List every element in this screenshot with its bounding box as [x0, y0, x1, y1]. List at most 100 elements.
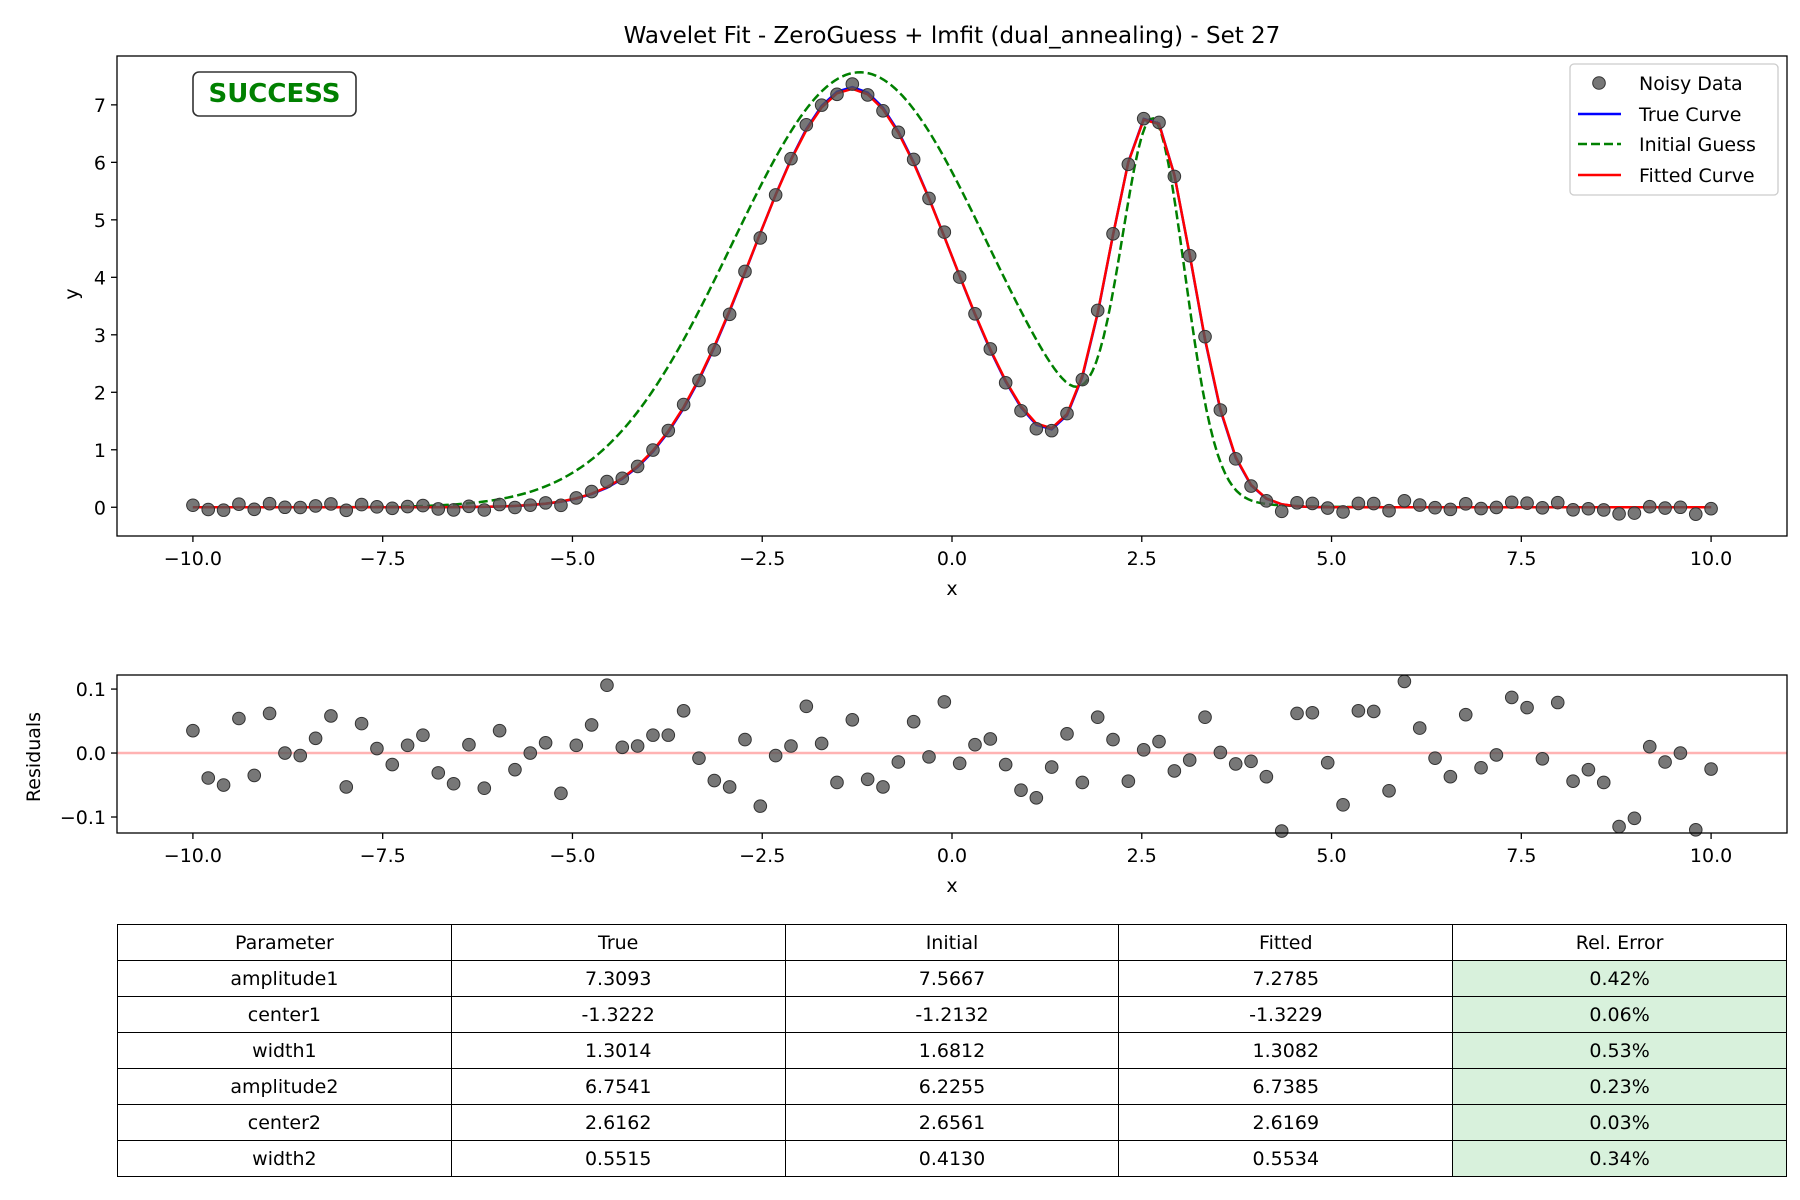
residual-point: [922, 750, 936, 764]
x-tick-label: −10.0: [164, 548, 222, 570]
residual-point: [968, 737, 982, 752]
header-parameter: Parameter: [117, 924, 452, 961]
noisy-data-point: [952, 270, 967, 284]
residual-point: [492, 723, 507, 738]
noisy-data-point: [1566, 502, 1580, 517]
x-tick-label: 5.0: [1316, 845, 1346, 867]
noisy-data-point: [968, 307, 982, 321]
cell-parameter: center1: [117, 996, 452, 1033]
residual-point: [1627, 811, 1642, 826]
noisy-data-point: [492, 497, 507, 512]
noisy-data-point: [1090, 303, 1105, 318]
legend: Noisy Data True Curve Initial Guess Fitted …: [1569, 63, 1779, 196]
residual-point: [983, 732, 998, 746]
noisy-data-point: [354, 497, 369, 512]
residual-point: [906, 714, 921, 729]
noisy-data-point: [661, 423, 676, 438]
legend-label-true-curve: True Curve: [1638, 104, 1741, 126]
residual-point: [998, 757, 1013, 772]
residual-point: [370, 741, 384, 756]
residual-point: [1244, 754, 1258, 769]
noisy-data-point: [1290, 496, 1304, 510]
residual-point: [1228, 757, 1243, 771]
residual-point: [1014, 783, 1028, 797]
fitted-curve-line: [192, 87, 1712, 509]
residual-point: [799, 699, 814, 714]
noisy-data-point: [1428, 500, 1442, 515]
table-row: width2 0.5515 0.4130 0.5534 0.34%: [117, 1140, 1787, 1177]
residual-point: [1152, 734, 1166, 749]
cell-rel-error: 0.03%: [1452, 1104, 1787, 1141]
residual-point: [446, 776, 461, 791]
noisy-data-point: [1336, 505, 1350, 519]
residual-point: [630, 739, 645, 753]
noisy-data-point: [1704, 501, 1718, 516]
cell-parameter: width2: [117, 1140, 452, 1177]
x-tick-label: 7.5: [1506, 548, 1536, 570]
residual-point: [753, 799, 768, 813]
x-tick-label: −2.5: [739, 548, 785, 570]
noisy-data-point: [1075, 372, 1090, 387]
noisy-data-point: [784, 151, 798, 166]
cell-fitted: 2.6169: [1118, 1104, 1454, 1141]
residual-point: [1336, 798, 1350, 812]
noisy-data-point: [1044, 423, 1059, 438]
noisy-data-point: [1504, 495, 1519, 510]
x-tick-label: 0.0: [937, 845, 967, 867]
cell-true: 6.7541: [450, 1068, 786, 1105]
residual-point: [937, 695, 952, 709]
noisy-data-point: [462, 499, 476, 514]
cell-rel-error: 0.23%: [1452, 1068, 1787, 1105]
noisy-data-point: [1305, 496, 1320, 511]
residual-point: [400, 738, 415, 753]
residual-point: [569, 738, 584, 753]
cell-initial: 1.6812: [784, 1032, 1120, 1069]
cell-fitted: 0.5534: [1118, 1140, 1454, 1177]
noisy-data-point: [906, 152, 921, 167]
cell-parameter: amplitude1: [117, 960, 452, 997]
residual-point: [1290, 706, 1304, 721]
noisy-data-point: [876, 103, 890, 118]
residual-point: [1535, 752, 1550, 766]
residual-point: [1259, 769, 1274, 784]
residual-point: [554, 786, 568, 801]
x-axis-label: x: [946, 578, 957, 600]
noisy-data-point: [508, 500, 522, 515]
residual-point: [646, 728, 660, 742]
y-tick-label: 5: [94, 210, 106, 232]
noisy-data-point: [722, 307, 737, 322]
noisy-data-point: [1121, 157, 1136, 172]
noisy-data-point: [416, 498, 430, 513]
noisy-data-point: [1351, 496, 1366, 511]
residual-point: [339, 780, 354, 794]
residual-point: [1642, 739, 1657, 754]
residual-point: [1443, 769, 1458, 784]
residual-point: [1366, 704, 1381, 719]
residual-point: [860, 772, 875, 787]
residual-point: [1612, 819, 1626, 834]
noisy-data-point: [1397, 494, 1412, 508]
noisy-data-point: [1259, 494, 1274, 508]
noisy-data-point: [1244, 479, 1258, 493]
header-fitted: Fitted: [1118, 924, 1454, 961]
noisy-data-point: [830, 87, 844, 102]
residual-point: [1090, 710, 1105, 725]
x-tick-label: 10.0: [1690, 845, 1732, 867]
noisy-data-point: [1228, 452, 1243, 466]
residual-point: [1474, 760, 1488, 775]
residual-point: [1489, 748, 1504, 762]
residual-point: [1213, 745, 1228, 760]
cell-initial: 7.5667: [784, 960, 1120, 997]
noisy-data-point: [1029, 421, 1044, 436]
table-row: center2 2.6162 2.6561 2.6169 0.03%: [117, 1104, 1787, 1141]
cell-rel-error: 0.06%: [1452, 996, 1787, 1033]
noisy-data-point: [216, 503, 231, 517]
noisy-data-point: [1458, 497, 1473, 511]
x-tick-label: −5.0: [549, 845, 595, 867]
noisy-data-point: [1535, 500, 1550, 515]
residual-point: [1688, 823, 1703, 837]
cell-fitted: 6.7385: [1118, 1068, 1454, 1105]
cell-true: 1.3014: [450, 1032, 786, 1069]
cell-rel-error: 0.53%: [1452, 1032, 1787, 1069]
